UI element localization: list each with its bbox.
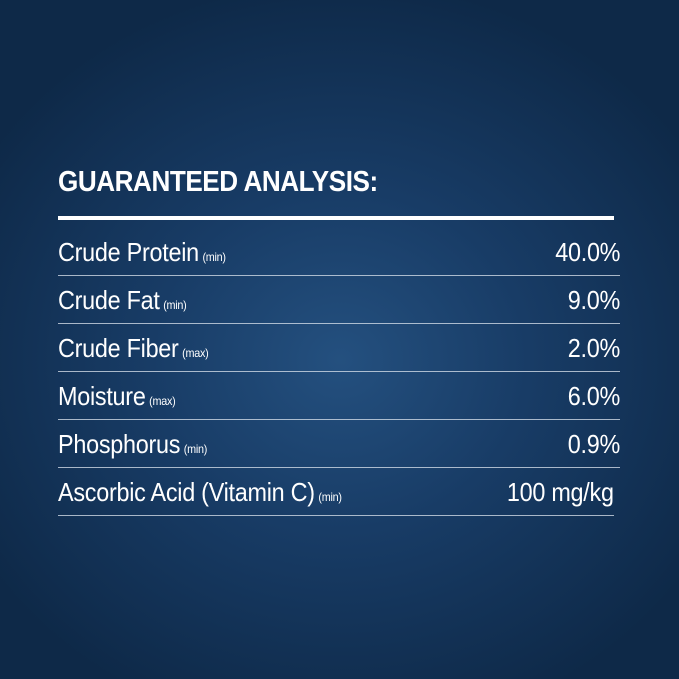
row-label: Moisture (max) xyxy=(58,381,176,412)
qualifier: (min) xyxy=(183,442,208,456)
nutrient-name: Crude Protein xyxy=(58,237,199,267)
qualifier: (min) xyxy=(163,298,187,312)
header-rule xyxy=(58,216,614,220)
qualifier: (max) xyxy=(149,394,176,408)
table-row: Ascorbic Acid (Vitamin C) (min) 100 mg/kg xyxy=(58,467,614,516)
row-value: 0.9% xyxy=(567,429,621,459)
row-label: Phosphorus (min) xyxy=(58,429,207,460)
row-label: Ascorbic Acid (Vitamin C) (min) xyxy=(58,477,342,508)
nutrient-name: Crude Fiber xyxy=(58,333,179,363)
table-row: Phosphorus (min) 0.9% xyxy=(58,419,620,468)
row-value: 2.0% xyxy=(567,333,621,363)
row-label: Crude Protein (min) xyxy=(58,237,226,268)
nutrient-name: Crude Fat xyxy=(58,285,160,315)
row-value: 6.0% xyxy=(567,381,621,411)
qualifier: (min) xyxy=(202,250,226,264)
qualifier: (max) xyxy=(182,346,209,360)
table-row: Crude Protein (min) 40.0% xyxy=(58,227,620,276)
row-label: Crude Fat (min) xyxy=(58,285,187,316)
row-label: Crude Fiber (max) xyxy=(58,333,209,364)
row-value: 40.0% xyxy=(554,237,620,267)
row-value: 100 mg/kg xyxy=(507,477,614,507)
row-value: 9.0% xyxy=(567,285,621,315)
table-row: Crude Fiber (max) 2.0% xyxy=(58,323,620,372)
table-row: Moisture (max) 6.0% xyxy=(58,371,620,420)
title: GUARANTEED ANALYSIS: xyxy=(58,166,378,198)
qualifier: (min) xyxy=(318,490,342,504)
table-row: Crude Fat (min) 9.0% xyxy=(58,275,620,324)
nutrient-name: Moisture xyxy=(58,381,146,411)
nutrient-name: Ascorbic Acid (Vitamin C) xyxy=(58,477,315,507)
nutrient-name: Phosphorus xyxy=(58,429,181,459)
